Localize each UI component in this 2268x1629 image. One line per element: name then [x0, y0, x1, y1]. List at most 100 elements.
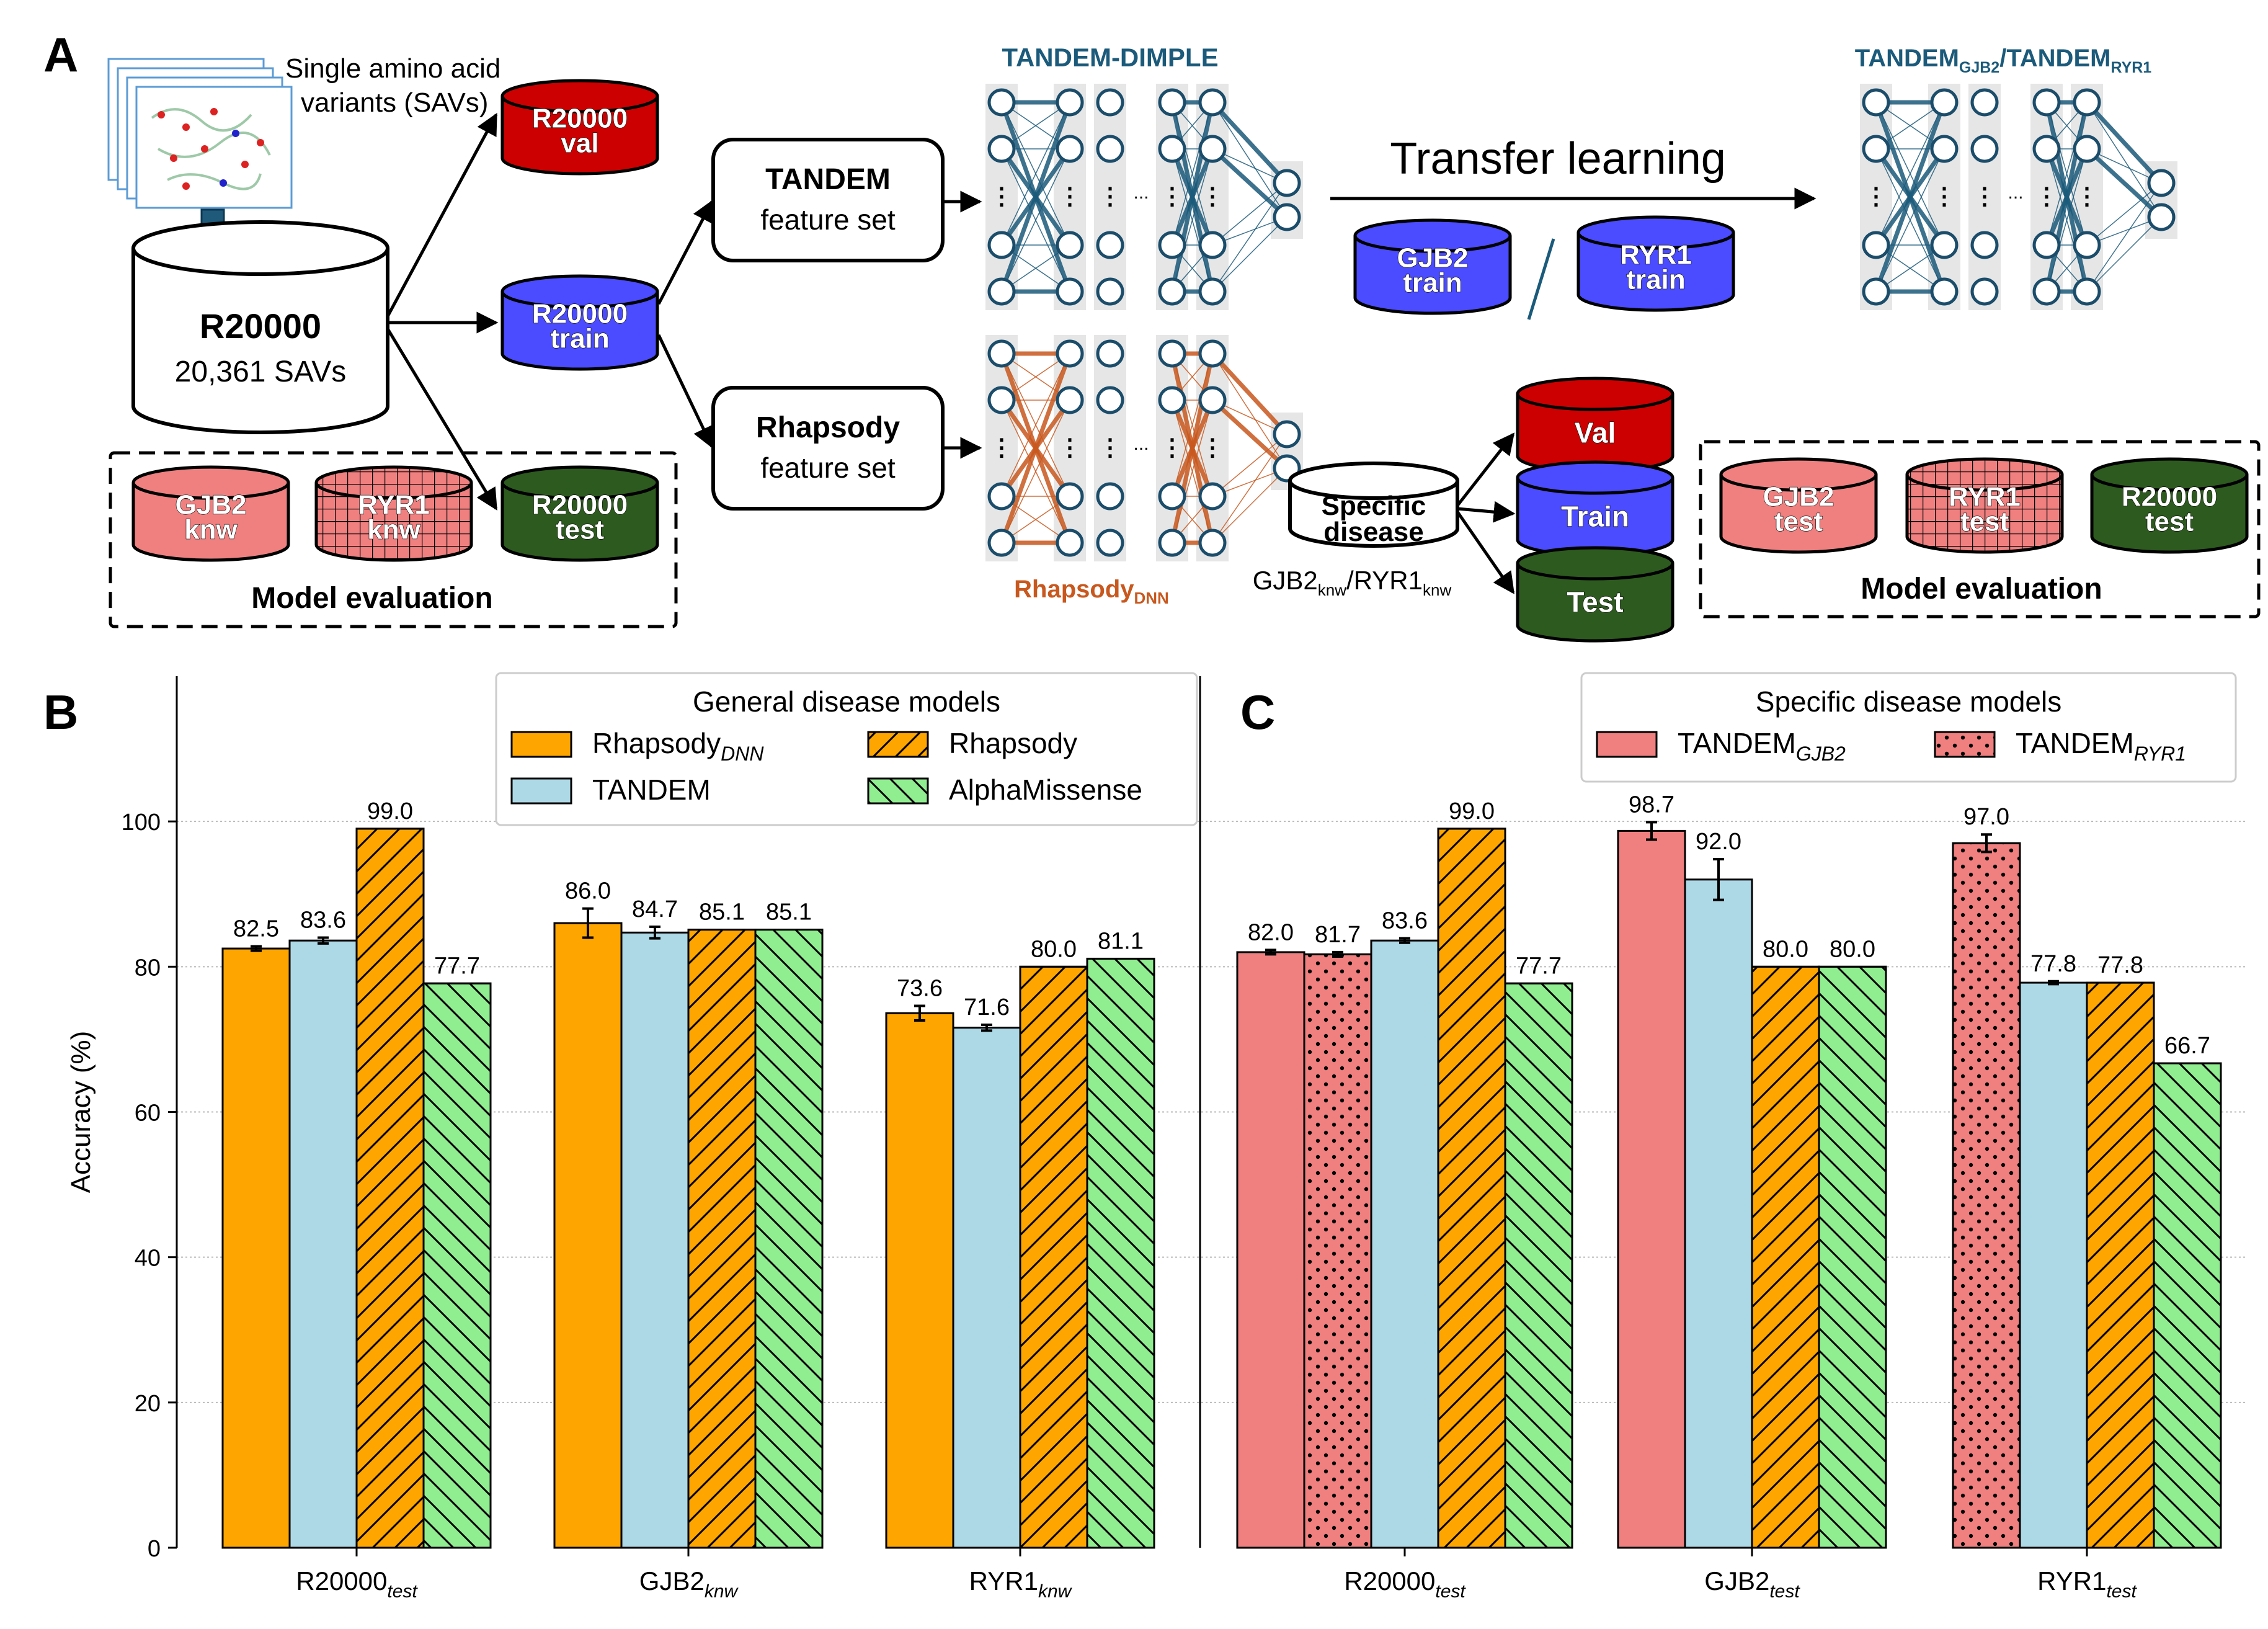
bar: [620, 931, 690, 1549]
r20000-train-database-label: train: [550, 324, 609, 354]
data-label: 80.0: [1031, 936, 1077, 962]
gjb2-knw-database-label: knw: [184, 515, 238, 545]
ryr1-test-database-label: test: [1960, 507, 2009, 537]
x-tick-label: GJB2knw: [639, 1566, 739, 1602]
svg-text:⋮: ⋮: [2035, 184, 2058, 210]
legend-label: Rhapsody: [949, 727, 1077, 759]
r20000-val-database-label: val: [561, 128, 598, 159]
svg-text:⋮: ⋮: [1098, 435, 1122, 461]
svg-text:⋮: ⋮: [1973, 184, 1996, 210]
data-label: 85.1: [766, 899, 812, 926]
bar: [221, 947, 291, 1549]
r20000-train-database-label: R20000: [532, 299, 628, 329]
val-database: Val: [1516, 377, 1674, 473]
y-axis-label: Accuracy (%): [66, 1031, 96, 1194]
x-tick-label: RYR1knw: [969, 1566, 1073, 1602]
svg-text:⋮: ⋮: [1160, 435, 1184, 461]
data-label: 73.6: [897, 976, 943, 1002]
bar-pattern: [2153, 1062, 2222, 1549]
ryr1-knw-database-label: RYR1: [358, 490, 430, 520]
x-tick-label: GJB2test: [1704, 1566, 1800, 1602]
specific-disease-database: Specific disease: [1288, 462, 1459, 548]
legend-swatch: [1596, 731, 1658, 758]
y-tick-label: 20: [135, 1391, 161, 1417]
tandem-dimple-title: TANDEM-DIMPLE: [1002, 43, 1218, 72]
bar: [952, 1027, 1021, 1549]
svg-text:⋮: ⋮: [1058, 184, 1082, 210]
tandem-feature-set-box: [711, 138, 945, 262]
gjb2-knw-database: GJB2knw: [131, 465, 290, 562]
data-label: 97.0: [1963, 804, 2009, 830]
svg-text:⋮: ⋮: [1160, 184, 1184, 210]
gjb2-knw-database-label: GJB2: [176, 490, 247, 520]
data-label: 81.7: [1315, 922, 1361, 948]
data-label: 77.7: [1516, 953, 1562, 979]
gjb2-train-database-label: train: [1403, 268, 1462, 298]
data-label: 80.0: [1763, 936, 1808, 962]
data-label: 80.0: [1830, 936, 1875, 962]
rhapsody-feature-set-sub: feature set: [760, 452, 896, 484]
tandem-transfer-network: ⋮ ⋮ ⋮ ⋮ ⋮...: [1860, 84, 2177, 310]
train-database: Train: [1516, 460, 1674, 557]
legend-swatch: [510, 777, 572, 805]
data-label: 86.0: [565, 878, 611, 904]
test-database: Test: [1516, 546, 1674, 643]
rhapsody-feature-set-box: [711, 386, 945, 511]
ryr1-test-database-label: RYR1: [1949, 482, 2021, 512]
bar-pattern: [1818, 965, 1887, 1549]
r20000-test-right-database: R20000test: [2090, 457, 2249, 554]
y-tick-label: 80: [135, 955, 161, 981]
bar-pattern: [2086, 981, 2155, 1549]
x-tick-label: R20000test: [1344, 1566, 1466, 1602]
svg-text:...: ...: [2008, 182, 2023, 203]
bar-pattern: [754, 929, 824, 1549]
r20000-database: R20000 20,361 SAVs: [131, 220, 389, 434]
svg-text:⋮: ⋮: [1864, 184, 1888, 210]
data-label: 77.8: [2030, 951, 2076, 977]
data-label: 83.6: [300, 908, 346, 934]
svg-text:⋮: ⋮: [1098, 184, 1122, 210]
data-label: 82.5: [233, 916, 279, 942]
bar: [1617, 829, 1686, 1549]
svg-text:⋮: ⋮: [1058, 435, 1082, 461]
bar-pattern: [1019, 965, 1088, 1549]
transfer-learning-label: Transfer learning: [1390, 134, 1726, 184]
gjb2-test-database-label: test: [1774, 507, 1823, 537]
val-database-label: Val: [1575, 417, 1616, 449]
x-tick-label: RYR1test: [2037, 1566, 2137, 1602]
legend: General disease models RhapsodyDNN Rhapsod…: [495, 672, 1198, 826]
legend-label: TANDEM: [592, 774, 711, 806]
legend-label: AlphaMissense: [949, 774, 1142, 806]
rhapsody-dnn-network: ⋮ ⋮ ⋮ ⋮ ⋮...: [985, 335, 1303, 561]
legend-title: General disease models: [693, 685, 1000, 718]
legend-swatch: [510, 731, 572, 758]
y-tick-label: 100: [122, 810, 161, 836]
legend-swatch-pattern: [1934, 731, 1996, 758]
gjb2-test-database: GJB2test: [1719, 457, 1878, 554]
data-label: 71.6: [964, 994, 1010, 1020]
sav-label-line2: variants (SAVs): [301, 87, 488, 118]
svg-text:⋮: ⋮: [2075, 184, 2099, 210]
r20000-count: 20,361 SAVs: [175, 355, 347, 388]
svg-text:⋮: ⋮: [1201, 435, 1224, 461]
legend-label: TANDEMGJB2: [1678, 727, 1846, 765]
bar: [1370, 939, 1439, 1549]
r20000-test-database-label: test: [556, 515, 605, 545]
panel-label-b: B: [43, 685, 78, 739]
svg-text:⋮: ⋮: [990, 435, 1013, 461]
bar-pattern: [1437, 828, 1506, 1549]
tandem-dimple-network: ⋮ ⋮ ⋮ ⋮ ⋮...: [985, 84, 1303, 310]
data-label: 83.6: [1382, 908, 1428, 934]
data-label: 77.7: [434, 953, 480, 979]
legend-swatch-pattern: [867, 777, 929, 805]
legend-box: [495, 672, 1198, 826]
data-label: 85.1: [699, 899, 745, 926]
model-evaluation-box-right: [1699, 440, 2261, 618]
bar-pattern: [687, 929, 757, 1549]
panel-a-schematic: A Single amino acid variants (SAVs) R200…: [43, 27, 2261, 643]
svg-text:⋮: ⋮: [1201, 184, 1224, 210]
data-label: 99.0: [1449, 798, 1495, 824]
